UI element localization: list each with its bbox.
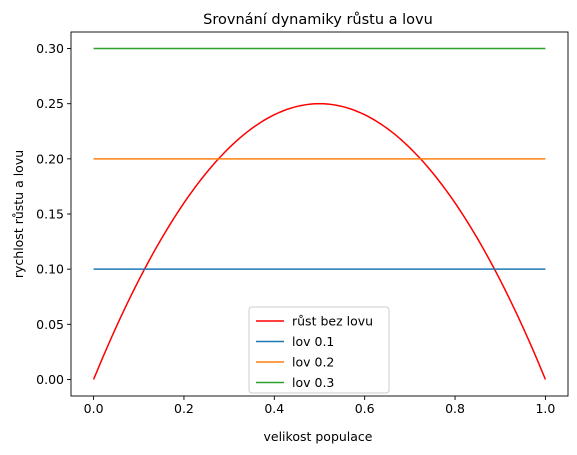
series-line-r-st-bez-lovu	[92, 102, 547, 380]
y-tick-label: 0.10	[36, 262, 64, 277]
y-tick-label: 0.20	[36, 151, 64, 166]
y-tick-label: 0.05	[36, 317, 64, 332]
x-tick-label: 0.2	[174, 401, 194, 416]
x-axis: 0.0 0.2 0.4 0.6 0.8 1.0	[84, 396, 555, 416]
legend-label: lov 0.3	[292, 375, 334, 390]
series-layer	[92, 47, 547, 380]
x-axis-label: velikost populace	[264, 429, 373, 444]
x-tick-label: 0.8	[445, 401, 465, 416]
y-tick-label: 0.15	[36, 207, 64, 222]
y-axis: 0.00 0.05 0.10 0.15 0.20 0.25 0.30	[36, 41, 71, 387]
legend-label: růst bez lovu	[292, 314, 373, 329]
y-tick-label: 0.00	[36, 372, 64, 387]
y-axis-label: rychlost růstu a lovu	[11, 150, 26, 278]
legend: růst bez lovu lov 0.1 lov 0.2 lov 0.3	[248, 306, 390, 394]
legend-label: lov 0.2	[292, 355, 334, 370]
x-tick-label: 0.4	[264, 401, 284, 416]
y-tick-label: 0.25	[36, 96, 64, 111]
x-tick-label: 0.6	[355, 401, 375, 416]
legend-label: lov 0.1	[292, 334, 334, 349]
y-tick-label: 0.30	[36, 41, 64, 56]
chart-title: Srovnání dynamiky růstu a lovu	[203, 12, 433, 28]
x-tick-label: 0.0	[84, 401, 104, 416]
x-tick-label: 1.0	[535, 401, 555, 416]
legend-box	[248, 306, 390, 394]
